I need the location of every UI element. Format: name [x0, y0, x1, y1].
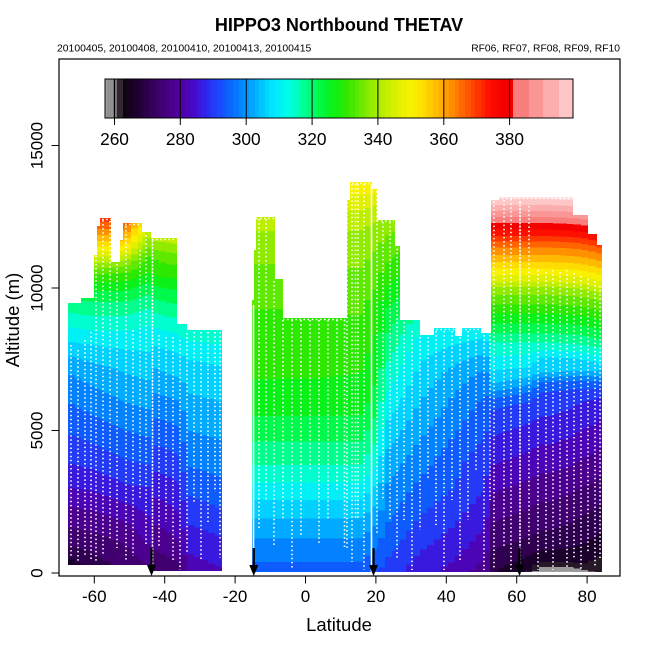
svg-text:RF06, RF07, RF08, RF09, RF10: RF06, RF07, RF08, RF09, RF10: [471, 44, 620, 55]
svg-text:-40: -40: [152, 587, 177, 606]
svg-text:360: 360: [429, 129, 458, 149]
svg-text:380: 380: [495, 129, 524, 149]
svg-text:340: 340: [363, 129, 392, 149]
svg-text:Latitude: Latitude: [306, 614, 372, 635]
svg-text:20: 20: [366, 587, 385, 606]
svg-text:40: 40: [437, 587, 456, 606]
svg-text:320: 320: [298, 129, 327, 149]
svg-text:Altitude (m): Altitude (m): [2, 273, 23, 368]
svg-text:60: 60: [507, 587, 526, 606]
svg-text:10000: 10000: [28, 264, 47, 311]
svg-text:0: 0: [28, 568, 47, 577]
svg-text:80: 80: [578, 587, 597, 606]
svg-text:5000: 5000: [28, 412, 47, 450]
svg-text:260: 260: [100, 129, 129, 149]
svg-text:HIPPO3 Northbound THETAV: HIPPO3 Northbound THETAV: [215, 15, 463, 35]
svg-text:0: 0: [301, 587, 310, 606]
svg-text:-60: -60: [82, 587, 107, 606]
svg-text:15000: 15000: [28, 122, 47, 169]
svg-text:280: 280: [166, 129, 195, 149]
svg-text:20100405, 20100408, 20100410,: 20100405, 20100408, 20100410, 20100413, …: [57, 44, 311, 55]
svg-text:-20: -20: [223, 587, 248, 606]
svg-text:300: 300: [232, 129, 261, 149]
